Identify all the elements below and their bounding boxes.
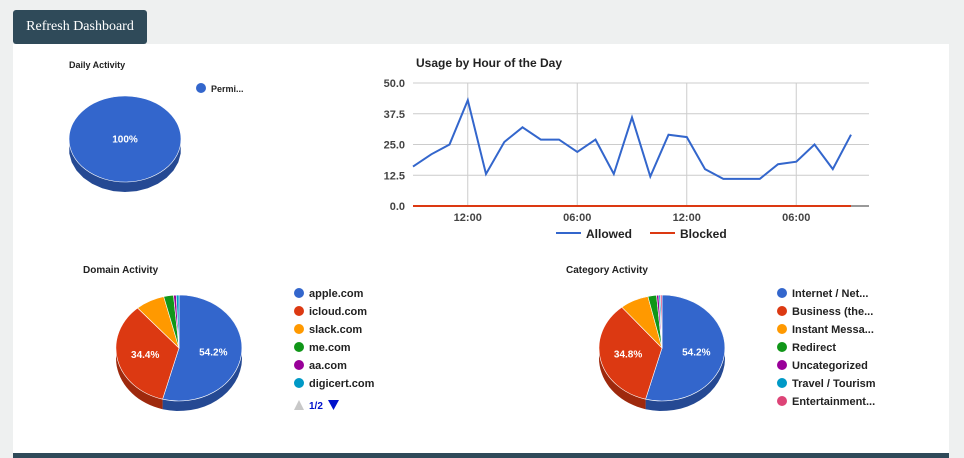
legend: Internet / Net... Business (the... Instant…: [777, 288, 876, 408]
legend-item[interactable]: Uncategorized: [792, 360, 868, 372]
series-lines: [412, 96, 852, 207]
pie-labels: 54.2% 34.8%: [614, 347, 711, 360]
y-tick-label: 25.0: [384, 140, 405, 152]
legend-swatch: [294, 378, 304, 388]
legend-swatch: [196, 83, 206, 93]
pie-slices: [115, 294, 243, 411]
legend-swatch: [777, 360, 787, 370]
x-axis-ticks: 12:00 06:00 12:00 06:00: [454, 212, 811, 224]
dashboard-charts: Daily Activity 100% Permi... Usage by Ho…: [68, 56, 876, 412]
pie-slice[interactable]: [645, 294, 726, 402]
slice-label: 100%: [112, 135, 138, 146]
pager-prev-icon[interactable]: [294, 400, 304, 410]
legend-swatch: [294, 360, 304, 370]
legend: Permi...: [196, 83, 244, 94]
legend-item[interactable]: slack.com: [309, 324, 362, 336]
legend-item[interactable]: me.com: [309, 342, 351, 354]
pie-slice[interactable]: [660, 294, 663, 349]
chart-title: Category Activity: [566, 265, 648, 276]
legend: Allowed Blocked: [556, 227, 727, 241]
legend-item[interactable]: Instant Messa...: [792, 324, 874, 336]
pie-labels: 54.2% 34.4%: [131, 347, 228, 361]
legend-item[interactable]: Allowed: [586, 227, 632, 241]
pie-labels: 100%: [112, 135, 138, 146]
legend-item[interactable]: Blocked: [680, 227, 727, 241]
slice-label: 54.2%: [199, 347, 227, 358]
dashboard-panel: Daily Activity 100% Permi... Usage by Ho…: [13, 44, 949, 458]
legend-swatch: [777, 306, 787, 316]
chart-title: Usage by Hour of the Day: [416, 56, 562, 70]
chart-title: Domain Activity: [83, 265, 159, 276]
legend-swatch: [294, 324, 304, 334]
y-axis-ticks: 50.0 37.5 25.0 12.5 0.0: [384, 78, 405, 213]
legend-item[interactable]: Business (the...: [792, 306, 873, 318]
daily-activity-chart: Daily Activity 100% Permi...: [68, 60, 244, 192]
slice-label: 34.8%: [614, 350, 642, 361]
legend-swatch: [294, 288, 304, 298]
legend-swatch: [777, 396, 787, 406]
bottom-bar: [13, 453, 949, 458]
pager-label: 1/2: [309, 401, 323, 412]
x-tick-label: 12:00: [673, 212, 701, 224]
x-tick-label: 06:00: [563, 212, 591, 224]
legend-item[interactable]: Redirect: [792, 342, 836, 354]
pie-slice-side: [599, 307, 646, 410]
domain-activity-chart: Domain Activity 54.2% 34.4% apple.com iclo…: [83, 265, 375, 412]
pie-slices: [598, 294, 726, 411]
legend-item[interactable]: apple.com: [309, 288, 364, 300]
y-tick-label: 37.5: [384, 109, 405, 121]
category-activity-chart: Category Activity 54.2% 34.8% Internet / …: [566, 265, 876, 411]
pie-slice[interactable]: [68, 95, 182, 183]
legend-item[interactable]: aa.com: [309, 360, 347, 372]
legend-item[interactable]: Travel / Tourism: [792, 378, 876, 390]
legend-swatch: [777, 288, 787, 298]
pie-slices: [68, 95, 182, 192]
slice-label: 54.2%: [682, 347, 710, 358]
x-tick-label: 12:00: [454, 212, 482, 224]
slice-label: 34.4%: [131, 350, 159, 361]
pie-slice[interactable]: [175, 294, 180, 349]
y-tick-label: 12.5: [384, 170, 405, 182]
legend-swatch: [777, 324, 787, 334]
legend-item[interactable]: Permi...: [211, 84, 244, 94]
pie-slice[interactable]: [598, 306, 663, 400]
pie-slice[interactable]: [162, 294, 243, 402]
legend-item[interactable]: icloud.com: [309, 306, 367, 318]
pie-slice-side: [116, 308, 163, 410]
legend-swatch: [294, 342, 304, 352]
legend-swatch: [777, 378, 787, 388]
legend: apple.com icloud.com slack.com me.com aa.com…: [294, 288, 375, 390]
legend-swatch: [777, 342, 787, 352]
legend-item[interactable]: Entertainment...: [792, 396, 875, 408]
refresh-dashboard-button[interactable]: Refresh Dashboard: [13, 10, 147, 44]
legend-swatch: [294, 306, 304, 316]
pie-slice[interactable]: [115, 307, 180, 400]
usage-by-hour-chart: Usage by Hour of the Day 50.0 37.5 25.0 12.…: [384, 56, 869, 241]
series-line[interactable]: [412, 96, 852, 180]
legend-item[interactable]: Internet / Net...: [792, 288, 868, 300]
x-tick-label: 06:00: [782, 212, 810, 224]
legend-pager: 1/2: [294, 400, 339, 412]
legend-item[interactable]: digicert.com: [309, 378, 375, 390]
pager-next-icon[interactable]: [328, 400, 339, 410]
chart-title: Daily Activity: [69, 60, 125, 70]
y-tick-label: 0.0: [390, 201, 405, 213]
y-tick-label: 50.0: [384, 78, 405, 90]
